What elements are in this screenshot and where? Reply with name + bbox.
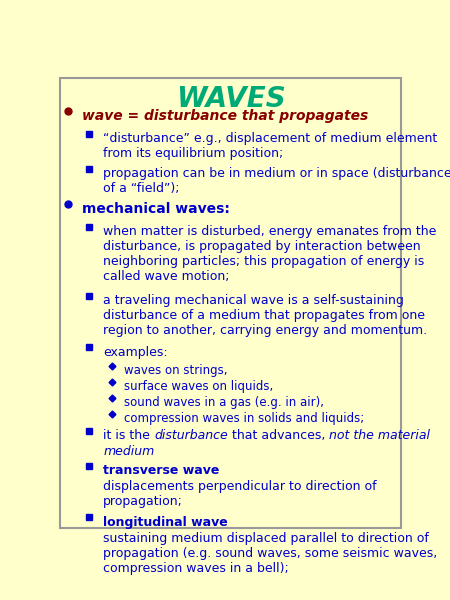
Text: disturbance: disturbance [154, 428, 228, 442]
Text: sustaining medium displaced parallel to direction of
propagation (e.g. sound wav: sustaining medium displaced parallel to … [104, 532, 437, 575]
Text: longitudinal wave: longitudinal wave [104, 515, 228, 529]
Text: transverse wave: transverse wave [104, 464, 220, 477]
Text: waves on strings,: waves on strings, [124, 364, 228, 377]
Text: it is the: it is the [104, 428, 154, 442]
Text: sound waves in a gas (e.g. in air),: sound waves in a gas (e.g. in air), [124, 397, 324, 409]
Text: “disturbance” e.g., displacement of medium element
from its equilibrium position: “disturbance” e.g., displacement of medi… [104, 132, 437, 160]
Text: that advances,: that advances, [228, 428, 329, 442]
Text: not the material: not the material [329, 428, 430, 442]
Text: compression waves in solids and liquids;: compression waves in solids and liquids; [124, 412, 364, 425]
Text: a traveling mechanical wave is a self-sustaining
disturbance of a medium that pr: a traveling mechanical wave is a self-su… [104, 294, 428, 337]
Text: propagation can be in medium or in space (disturbance
of a “field”);: propagation can be in medium or in space… [104, 167, 450, 195]
Text: medium: medium [104, 445, 155, 458]
Text: WAVES: WAVES [176, 85, 285, 113]
Text: when matter is disturbed, energy emanates from the
disturbance, is propagated by: when matter is disturbed, energy emanate… [104, 226, 436, 283]
Text: examples:: examples: [104, 346, 168, 359]
Text: mechanical waves:: mechanical waves: [82, 202, 230, 216]
Text: surface waves on liquids,: surface waves on liquids, [124, 380, 274, 393]
Text: displacements perpendicular to direction of
propagation;: displacements perpendicular to direction… [104, 481, 377, 508]
Text: wave = disturbance that propagates: wave = disturbance that propagates [82, 109, 369, 123]
FancyBboxPatch shape [60, 77, 401, 529]
